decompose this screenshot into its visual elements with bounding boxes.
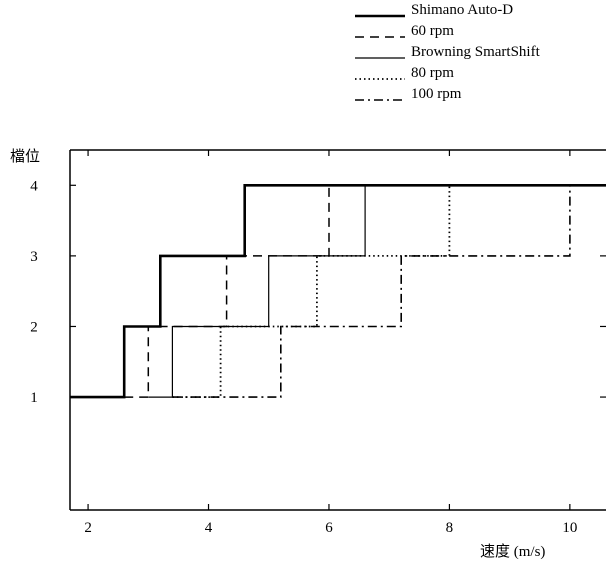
x-tick-label: 6 <box>325 520 333 536</box>
x-tick-label: 10 <box>562 520 577 536</box>
x-axis-title: 速度 (m/s) <box>480 543 545 560</box>
series-line-3 <box>148 184 450 398</box>
series-line-5 <box>172 185 571 398</box>
legend-label-2: 60 rpm <box>411 23 454 39</box>
legend-label-1: Shimano Auto-D <box>411 2 513 18</box>
x-tick-label: 8 <box>446 520 454 536</box>
x-tick-label: 4 <box>205 520 213 536</box>
y-tick-label: 4 <box>30 178 38 194</box>
series-line-4 <box>172 184 570 398</box>
y-tick-label: 1 <box>30 390 38 406</box>
y-tick-label: 3 <box>30 249 38 265</box>
series-line-2 <box>124 184 366 398</box>
legend: Shimano Auto-D 60 rpm Browning SmartShift 8… <box>355 2 541 102</box>
legend-label-3: Browning SmartShift <box>411 44 541 60</box>
axes: 1 2 3 4 2 4 6 8 10 <box>30 149 606 536</box>
legend-label-5: 100 rpm <box>411 86 462 102</box>
y-axis-title: 檔位 <box>10 148 40 165</box>
y-tick-label: 2 <box>30 319 38 335</box>
legend-label-4: 80 rpm <box>411 65 454 81</box>
x-tick-label: 2 <box>84 520 92 536</box>
series-layer <box>70 184 606 399</box>
series-line-1 <box>70 184 606 399</box>
